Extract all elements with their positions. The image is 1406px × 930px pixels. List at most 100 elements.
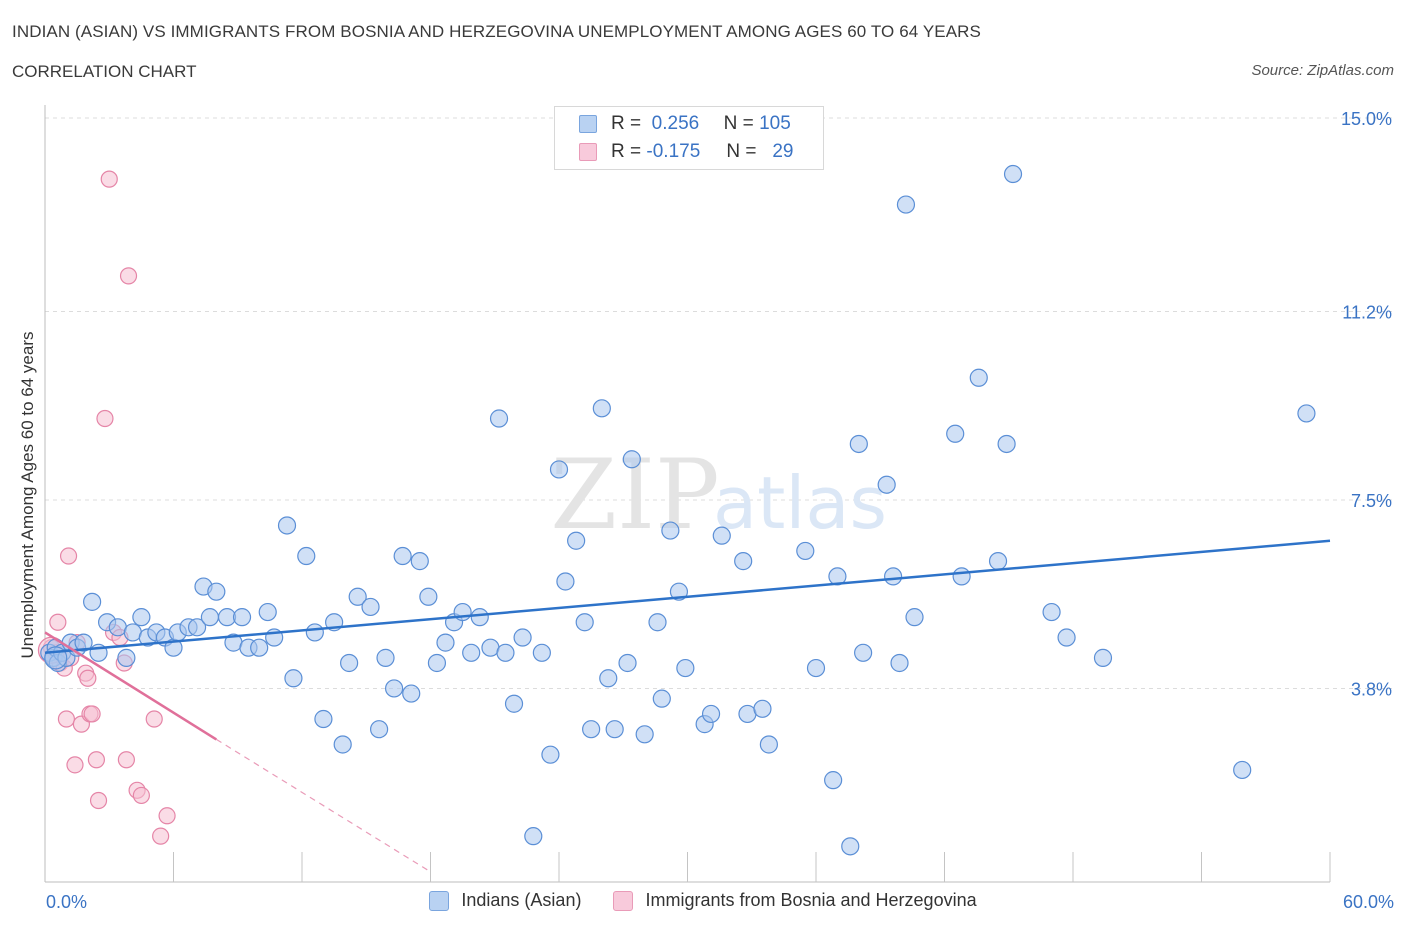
point-indians: [496, 643, 515, 662]
source-credit: Source: ZipAtlas.com: [1251, 62, 1394, 79]
point-indians: [314, 709, 333, 729]
point-indians: [635, 725, 654, 744]
point-indians: [905, 608, 924, 627]
point-indians: [74, 633, 93, 652]
y-tick-label: 3.8%: [1351, 679, 1392, 699]
point-indians: [1003, 164, 1023, 184]
point-indians: [340, 653, 359, 673]
x-tick-label-min: 0.0%: [46, 892, 88, 912]
legend-label-bosnia: Immigrants from Bosnia and Herzegovina: [645, 890, 977, 910]
point-indians: [549, 460, 569, 479]
point-bosnia: [96, 409, 114, 428]
point-indians: [489, 409, 509, 428]
point-bosnia: [152, 827, 170, 845]
point-bosnia: [57, 710, 76, 728]
watermark-atlas: atlas: [713, 461, 887, 545]
point-indians: [890, 653, 909, 673]
point-indians: [232, 608, 252, 627]
y-tick-label: 15.0%: [1341, 109, 1392, 129]
point-indians: [541, 745, 560, 764]
point-bosnia: [83, 705, 101, 723]
legend-r-label: R =: [611, 113, 642, 134]
chart-title: INDIAN (ASIAN) VS IMMIGRANTS FROM BOSNIA…: [12, 22, 981, 41]
point-bosnia: [49, 613, 67, 631]
point-indians: [599, 669, 618, 688]
point-indians: [513, 628, 532, 647]
point-indians: [988, 552, 1008, 571]
trend-lines: [44, 539, 1331, 873]
point-indians: [582, 720, 601, 739]
point-indians: [333, 735, 352, 754]
point-indians: [410, 552, 429, 571]
point-indians: [470, 608, 489, 627]
point-indians: [605, 720, 624, 739]
point-indians: [575, 613, 594, 632]
y-axis-label: Unemployment Among Ages 60 to 64 years: [18, 331, 37, 659]
point-bosnia: [100, 170, 118, 188]
point-indians: [896, 195, 916, 214]
point-indians: [824, 771, 843, 790]
point-indians: [734, 552, 753, 571]
point-indians: [436, 633, 455, 652]
point-indians: [207, 582, 226, 601]
point-indians: [883, 567, 903, 586]
point-indians: [370, 720, 389, 739]
point-indians: [402, 684, 421, 703]
point-indians: [969, 368, 988, 387]
point-bosnia: [132, 786, 150, 805]
legend-item-bosnia[interactable]: Immigrants from Bosnia and Herzegovina: [613, 890, 977, 911]
point-indians: [952, 567, 971, 586]
point-indians: [661, 521, 680, 540]
correlation-legend: R = 0.256 N = 105 R = -0.175 N = 29: [554, 106, 824, 170]
point-bosnia: [59, 547, 78, 565]
point-indians: [701, 704, 721, 724]
series-bosnia-points: [37, 170, 176, 845]
point-indians: [132, 608, 151, 627]
point-indians: [712, 526, 731, 545]
legend-row-bosnia: R = -0.175 N = 29: [579, 140, 793, 164]
point-indians: [849, 434, 868, 454]
legend-r-label: R =: [611, 141, 642, 162]
point-indians: [1042, 602, 1061, 622]
series-legend: Indians (Asian) Immigrants from Bosnia a…: [0, 890, 1406, 911]
point-indians: [648, 613, 667, 632]
point-indians: [504, 694, 524, 713]
point-indians: [753, 699, 772, 718]
point-bosnia: [117, 751, 135, 769]
point-indians: [305, 623, 324, 642]
point-indians: [427, 653, 447, 673]
y-tick-label: 11.2%: [1342, 303, 1392, 323]
legend-item-indians[interactable]: Indians (Asian): [429, 890, 581, 911]
point-bosnia: [158, 807, 176, 825]
point-indians: [946, 424, 965, 443]
point-indians: [83, 592, 102, 611]
legend-r-value: -0.175: [646, 141, 701, 162]
point-indians: [567, 531, 586, 550]
point-indians: [854, 643, 873, 662]
point-indians: [384, 679, 404, 698]
point-indians: [618, 653, 637, 673]
point-indians: [297, 546, 316, 566]
legend-n-value: 105: [759, 113, 791, 134]
point-indians: [462, 643, 481, 662]
point-indians: [997, 434, 1016, 454]
legend-swatch-pink: [613, 890, 634, 911]
point-indians: [277, 516, 297, 535]
legend-n-label: N =: [726, 141, 757, 162]
legend-n-label: N =: [723, 113, 754, 134]
point-indians: [284, 669, 303, 688]
y-tick-labels: 3.8% 7.5% 11.2% 15.0%: [1341, 109, 1392, 699]
y-tick-label: 7.5%: [1351, 491, 1392, 511]
point-bosnia: [119, 267, 138, 285]
point-indians: [532, 643, 551, 662]
point-indians: [117, 648, 136, 667]
point-indians: [1093, 648, 1113, 667]
trend-line-bosnia: [44, 631, 217, 741]
axes: [44, 105, 1331, 883]
point-indians: [877, 475, 896, 494]
point-indians: [622, 450, 641, 469]
point-indians: [841, 837, 860, 856]
legend-n-value: 29: [772, 141, 794, 162]
point-indians: [258, 602, 277, 622]
